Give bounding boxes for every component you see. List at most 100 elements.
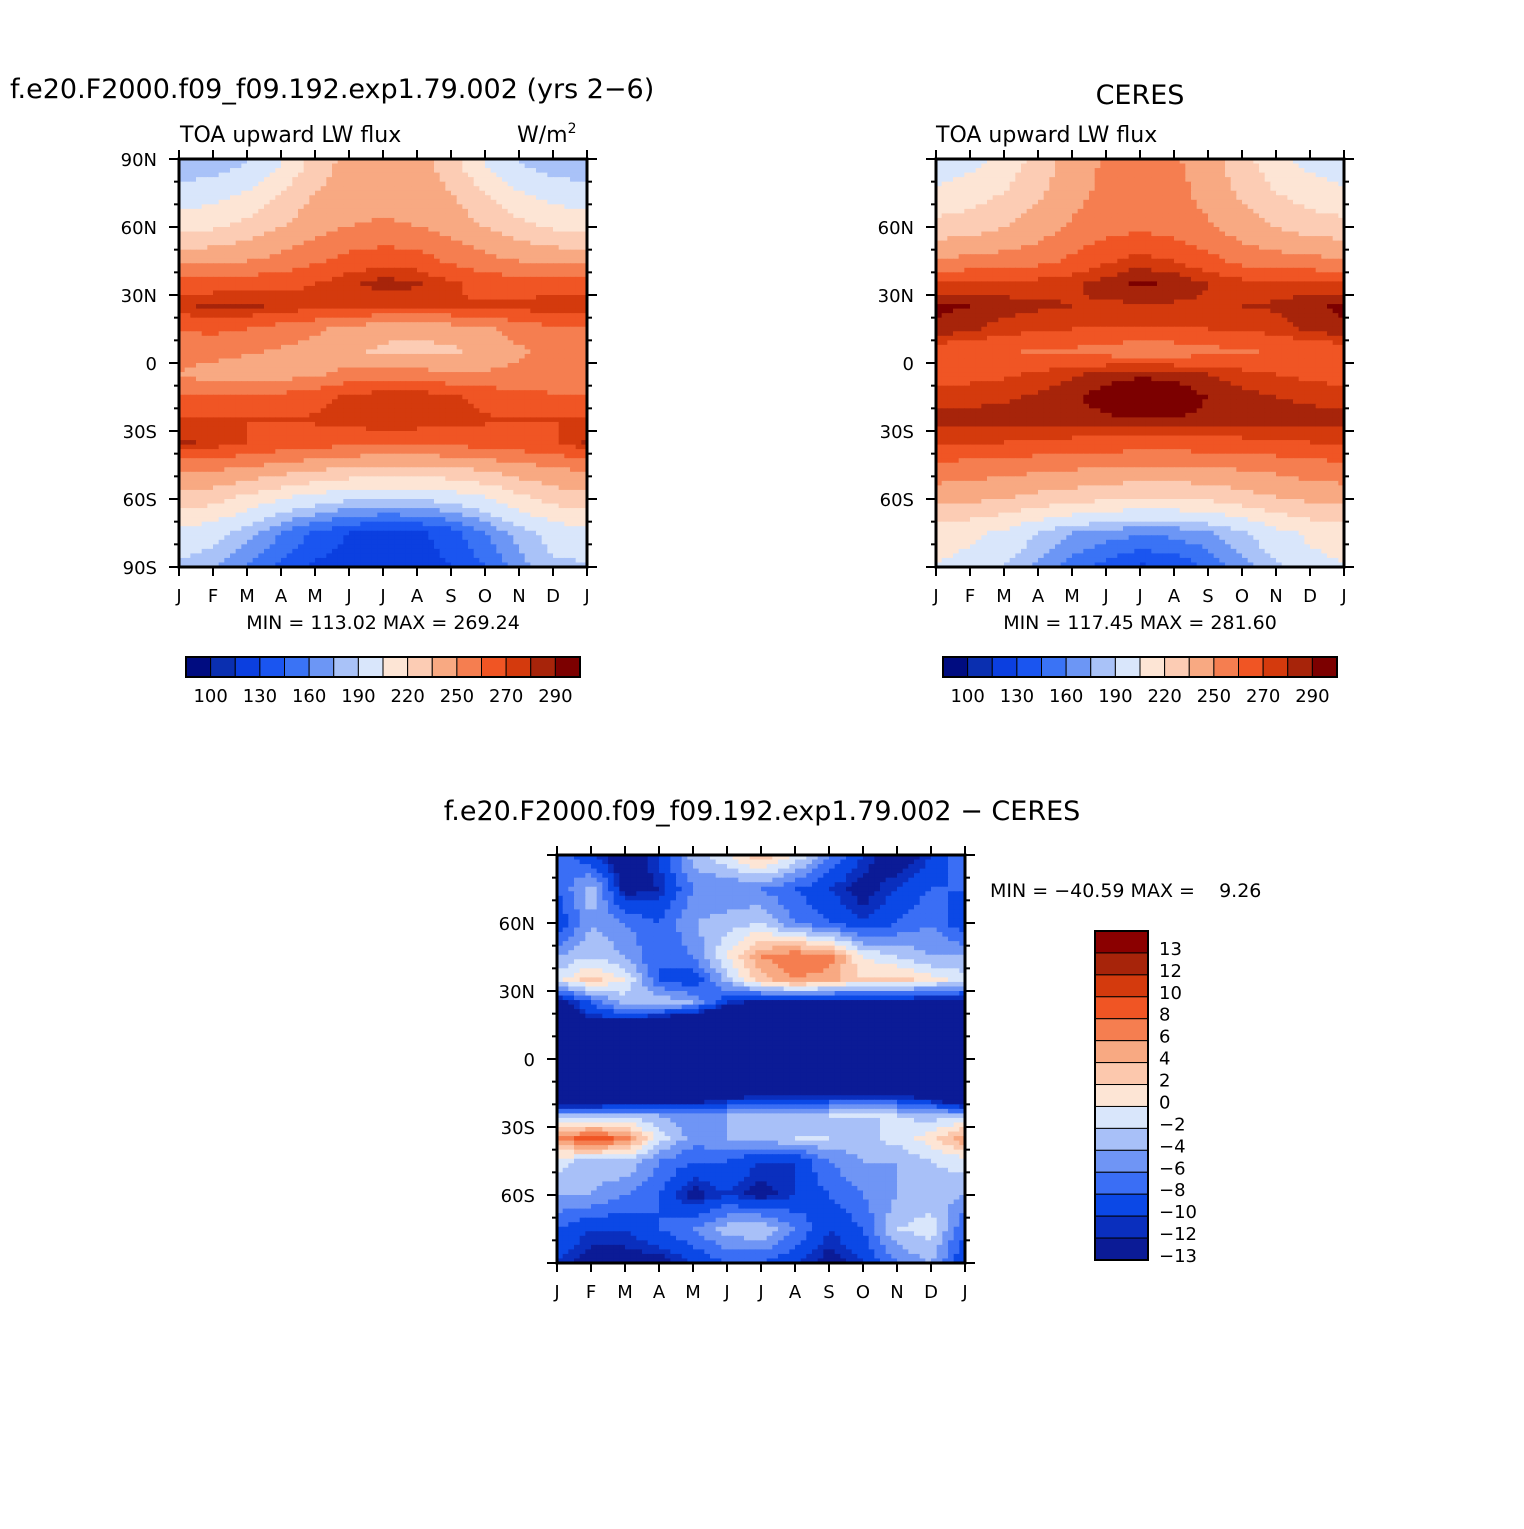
heatmap-cell [519,354,525,359]
heatmap-cell [383,182,389,187]
heatmap-cell [394,277,400,282]
heatmap-cell [468,213,474,218]
heatmap-cell [326,449,332,454]
heatmap-cell [406,168,412,173]
heatmap-cell [417,313,423,318]
heatmap-cell [360,227,366,232]
heatmap-cell [474,268,480,273]
heatmap-cell [372,377,378,382]
heatmap-cell [298,173,304,178]
heatmap-cell [298,472,304,477]
heatmap-cell [451,272,457,277]
heatmap-cell [576,182,582,187]
heatmap-cell [360,458,366,463]
heatmap-cell [185,281,191,286]
heatmap-cell [576,399,582,404]
heatmap-cell [343,268,349,273]
heatmap-cell [287,286,293,291]
heatmap-cell [219,404,225,409]
heatmap-cell [309,195,315,200]
heatmap-cell [536,454,542,459]
heatmap-cell [372,436,378,441]
heatmap-cell [423,331,429,336]
heatmap-cell [338,431,344,436]
heatmap-cell [479,222,485,227]
heatmap-cell [389,368,395,373]
heatmap-cell [530,241,536,246]
heatmap-cell [258,200,264,205]
heatmap-cell [513,259,519,264]
heatmap-cell [287,390,293,395]
heatmap-cell [513,318,519,323]
heatmap-cell [508,268,514,273]
heatmap-cell [445,458,451,463]
heatmap-cell [372,440,378,445]
heatmap-cell [332,204,338,209]
heatmap-cell [491,345,497,350]
heatmap-cell [343,404,349,409]
heatmap-cell [547,191,553,196]
heatmap-cell [213,259,219,264]
heatmap-cell [321,286,327,291]
heatmap-cell [338,286,344,291]
heatmap-cell [530,318,536,323]
heatmap-cell [253,173,259,178]
heatmap-cell [338,445,344,450]
heatmap-cell [202,431,208,436]
heatmap-cell [394,168,400,173]
heatmap-cell [247,245,253,250]
heatmap-cell [491,254,497,259]
heatmap-cell [576,204,582,209]
heatmap-cell [332,254,338,259]
heatmap-cell [281,404,287,409]
heatmap-cell [332,331,338,336]
heatmap-cell [417,227,423,232]
heatmap-cell [224,413,230,418]
heatmap-cell [185,413,191,418]
heatmap-cell [570,436,576,441]
heatmap-cell [423,327,429,332]
heatmap-cell [321,254,327,259]
heatmap-cell [247,309,253,314]
heatmap-cell [400,232,406,237]
heatmap-cell [553,295,559,300]
heatmap-cell [513,354,519,359]
heatmap-cell [315,390,321,395]
heatmap-cell [298,368,304,373]
heatmap-cell [417,368,423,373]
heatmap-cell [485,372,491,377]
heatmap-cell [570,227,576,232]
heatmap-cell [536,331,542,336]
heatmap-cell [513,286,519,291]
heatmap-cell [474,191,480,196]
heatmap-cell [451,368,457,373]
heatmap-cell [326,458,332,463]
heatmap-cell [264,300,270,305]
heatmap-cell [389,304,395,309]
heatmap-cell [202,318,208,323]
heatmap-cell [287,431,293,436]
heatmap-cell [383,349,389,354]
heatmap-cell [219,177,225,182]
heatmap-cell [349,222,355,227]
heatmap-cell [428,354,434,359]
heatmap-cell [230,186,236,191]
heatmap-cell [281,327,287,332]
heatmap-cell [196,395,202,400]
heatmap-cell [372,241,378,246]
heatmap-cell [377,449,383,454]
heatmap-cell [343,426,349,431]
heatmap-cell [400,404,406,409]
heatmap-cell [530,458,536,463]
heatmap-cell [570,200,576,205]
heatmap-cell [230,195,236,200]
heatmap-cell [207,322,213,327]
heatmap-cell [287,213,293,218]
heatmap-cell [474,417,480,422]
heatmap-cell [428,440,434,445]
heatmap-cell [321,422,327,427]
heatmap-cell [258,454,264,459]
heatmap-cell [542,209,548,214]
heatmap-cell [559,368,565,373]
heatmap-cell [196,381,202,386]
